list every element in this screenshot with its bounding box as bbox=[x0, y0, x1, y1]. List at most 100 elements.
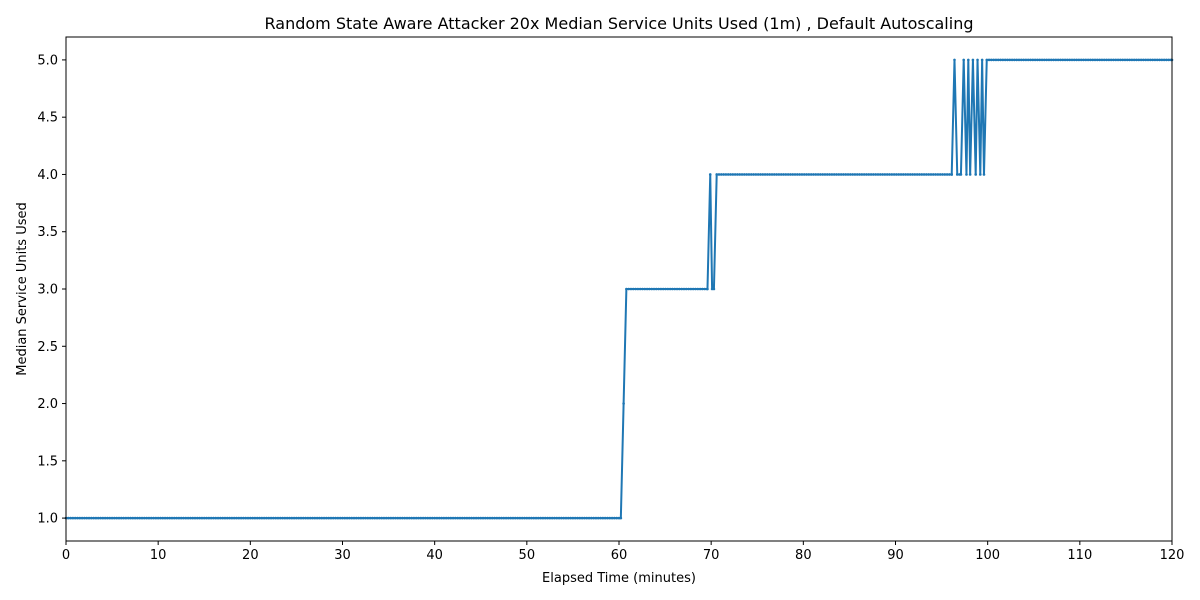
data-point bbox=[645, 287, 649, 291]
data-point bbox=[209, 516, 213, 520]
data-point bbox=[336, 516, 340, 520]
data-point bbox=[775, 173, 778, 176]
series-markers bbox=[64, 58, 1174, 520]
data-point bbox=[371, 516, 374, 520]
data-point bbox=[447, 516, 450, 520]
data-point bbox=[244, 516, 248, 520]
data-point bbox=[458, 516, 462, 520]
x-tick-label: 110 bbox=[1067, 548, 1092, 563]
data-point bbox=[235, 516, 238, 520]
data-point bbox=[179, 516, 183, 520]
data-point bbox=[463, 516, 466, 520]
x-tick-label: 100 bbox=[975, 548, 1000, 563]
data-point bbox=[306, 516, 310, 520]
data-point bbox=[366, 516, 370, 520]
data-point bbox=[835, 173, 838, 176]
data-point bbox=[219, 516, 222, 520]
data-point bbox=[138, 516, 142, 520]
data-point bbox=[631, 287, 635, 291]
data-point bbox=[726, 173, 730, 176]
data-point bbox=[421, 516, 425, 520]
x-tick-label: 20 bbox=[242, 548, 259, 563]
data-point bbox=[537, 516, 540, 520]
data-point bbox=[555, 516, 559, 520]
data-point bbox=[773, 173, 776, 176]
data-point bbox=[855, 173, 859, 176]
data-point bbox=[1139, 58, 1143, 62]
data-point bbox=[311, 516, 314, 520]
data-point bbox=[320, 516, 324, 520]
data-point bbox=[1102, 58, 1106, 62]
data-point bbox=[255, 516, 259, 520]
data-point bbox=[534, 516, 538, 520]
x-tick-label: 10 bbox=[150, 548, 167, 563]
data-point bbox=[664, 287, 667, 291]
data-point bbox=[885, 173, 889, 176]
data-point bbox=[708, 173, 712, 176]
data-point bbox=[484, 516, 487, 520]
data-point bbox=[953, 58, 956, 62]
data-point bbox=[899, 173, 903, 176]
data-point bbox=[657, 287, 660, 291]
data-point bbox=[990, 58, 993, 62]
data-point bbox=[655, 287, 658, 291]
data-point bbox=[214, 516, 218, 520]
data-point bbox=[136, 516, 139, 520]
data-point bbox=[417, 516, 420, 520]
data-point bbox=[918, 173, 921, 176]
data-point bbox=[1045, 58, 1048, 62]
data-point bbox=[1091, 58, 1095, 62]
data-point bbox=[895, 173, 898, 176]
x-axis: 0 10 20 30 40 50 60 70 80 90 100 110 120 bbox=[62, 541, 1184, 563]
data-point bbox=[1160, 58, 1164, 62]
data-point bbox=[789, 173, 792, 176]
data-point bbox=[994, 58, 998, 62]
data-point bbox=[959, 173, 963, 176]
data-point bbox=[564, 516, 568, 520]
data-point bbox=[373, 516, 377, 520]
data-point bbox=[999, 58, 1002, 62]
data-point bbox=[433, 516, 436, 520]
data-point bbox=[140, 516, 144, 520]
data-point bbox=[1054, 58, 1058, 62]
data-point bbox=[992, 58, 995, 62]
data-point bbox=[1114, 58, 1118, 62]
data-point bbox=[414, 516, 418, 520]
data-point bbox=[793, 173, 797, 176]
data-point bbox=[71, 516, 75, 520]
y-tick-label: 1.0 bbox=[37, 512, 58, 527]
data-point bbox=[283, 516, 287, 520]
data-point bbox=[477, 516, 480, 520]
data-point bbox=[906, 173, 910, 176]
data-point bbox=[355, 516, 358, 520]
data-point bbox=[578, 516, 582, 520]
data-point bbox=[666, 287, 670, 291]
data-point bbox=[945, 173, 949, 176]
x-tick-label: 40 bbox=[426, 548, 443, 563]
data-point bbox=[878, 173, 882, 176]
y-tick-label: 2.0 bbox=[37, 397, 58, 412]
data-point bbox=[237, 516, 241, 520]
data-point bbox=[809, 173, 813, 176]
data-point bbox=[687, 287, 690, 291]
data-point bbox=[784, 173, 788, 176]
data-point bbox=[643, 287, 647, 291]
data-point bbox=[90, 516, 93, 520]
data-point bbox=[603, 516, 607, 520]
data-point bbox=[1098, 58, 1101, 62]
x-tick-label: 30 bbox=[334, 548, 351, 563]
data-point bbox=[113, 516, 116, 520]
data-point bbox=[143, 516, 146, 520]
x-tick-label: 50 bbox=[519, 548, 536, 563]
data-point bbox=[85, 516, 89, 520]
data-point bbox=[823, 173, 827, 176]
data-point bbox=[260, 516, 264, 520]
data-point bbox=[391, 516, 395, 520]
data-point bbox=[978, 173, 982, 176]
data-point bbox=[431, 516, 434, 520]
data-point bbox=[170, 516, 174, 520]
data-point bbox=[106, 516, 109, 520]
data-point bbox=[610, 516, 614, 520]
data-point bbox=[357, 516, 360, 520]
data-point bbox=[883, 173, 887, 176]
